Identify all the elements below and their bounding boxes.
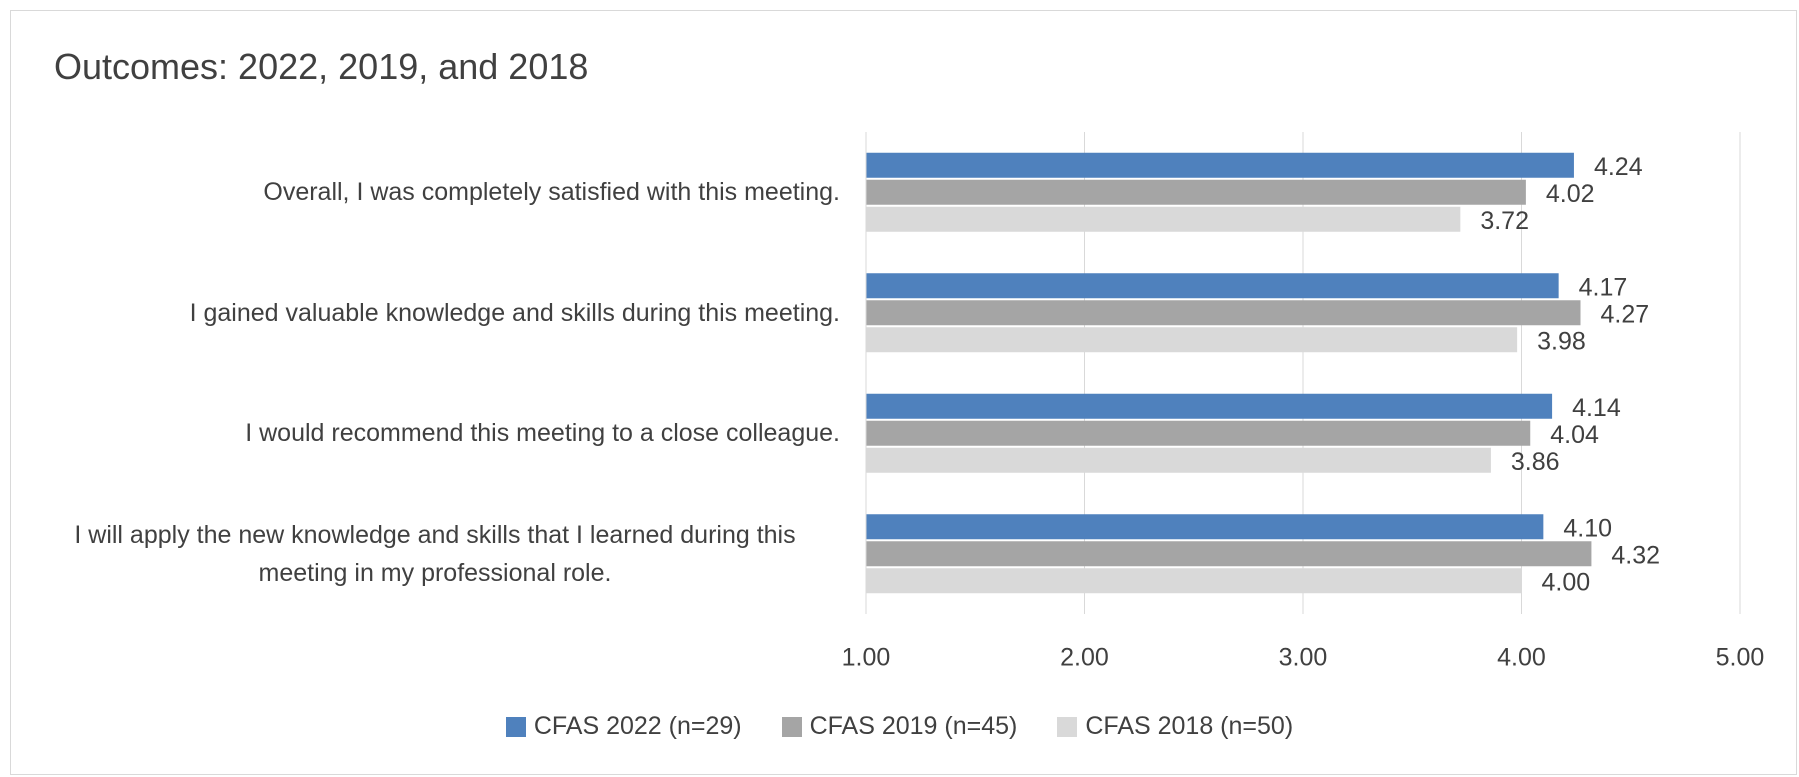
chart-title: Outcomes: 2022, 2019, and 2018 <box>54 46 589 87</box>
category-label: Overall, I was completely satisfied with… <box>263 178 840 207</box>
value-label: 4.24 <box>1594 153 1643 181</box>
value-label: 3.98 <box>1537 327 1586 355</box>
x-tick-label: 3.00 <box>1279 644 1328 672</box>
value-label: 3.72 <box>1480 207 1529 235</box>
x-tick-label: 2.00 <box>1060 644 1109 672</box>
value-label: 4.00 <box>1542 568 1591 596</box>
legend-label: CFAS 2019 (n=45) <box>809 712 1018 740</box>
bar <box>866 541 1592 567</box>
legend-item: CFAS 2018 (n=50) <box>1057 712 1293 741</box>
category-label: I will apply the new knowledge and skill… <box>74 520 796 587</box>
bar <box>866 393 1553 419</box>
x-tick-label: 5.00 <box>1716 644 1765 672</box>
bar <box>866 273 1559 299</box>
legend-swatch <box>1057 716 1078 737</box>
bar <box>866 152 1574 178</box>
value-label: 4.10 <box>1563 514 1612 542</box>
bar <box>866 514 1544 540</box>
legend-swatch <box>505 716 526 737</box>
value-label: 4.27 <box>1600 300 1649 328</box>
value-label: 4.17 <box>1579 273 1628 301</box>
bar <box>866 420 1531 446</box>
bar <box>866 206 1461 232</box>
legend-swatch <box>781 716 802 737</box>
x-tick-label: 1.00 <box>842 644 891 672</box>
value-label: 4.04 <box>1550 421 1599 449</box>
legend-label: CFAS 2022 (n=29) <box>533 712 742 740</box>
bar <box>866 327 1518 353</box>
legend: CFAS 2022 (n=29) CFAS 2019 (n=45) CFAS 201… <box>0 712 1799 741</box>
bar <box>866 300 1581 326</box>
value-label: 3.86 <box>1511 448 1560 476</box>
bar <box>866 568 1522 594</box>
value-label: 4.14 <box>1572 394 1621 422</box>
legend-item: CFAS 2022 (n=29) <box>505 712 742 741</box>
category-label: I would recommend this meeting to a clos… <box>245 419 840 448</box>
chart-frame <box>10 10 1797 775</box>
bar <box>866 447 1491 473</box>
category-label: I gained valuable knowledge and skills d… <box>189 298 840 327</box>
x-tick-label: 4.00 <box>1497 644 1546 672</box>
bar <box>866 179 1526 205</box>
value-label: 4.32 <box>1611 541 1660 569</box>
legend-label: CFAS 2018 (n=50) <box>1085 712 1294 740</box>
legend-item: CFAS 2019 (n=45) <box>781 712 1018 741</box>
value-label: 4.02 <box>1546 180 1595 208</box>
